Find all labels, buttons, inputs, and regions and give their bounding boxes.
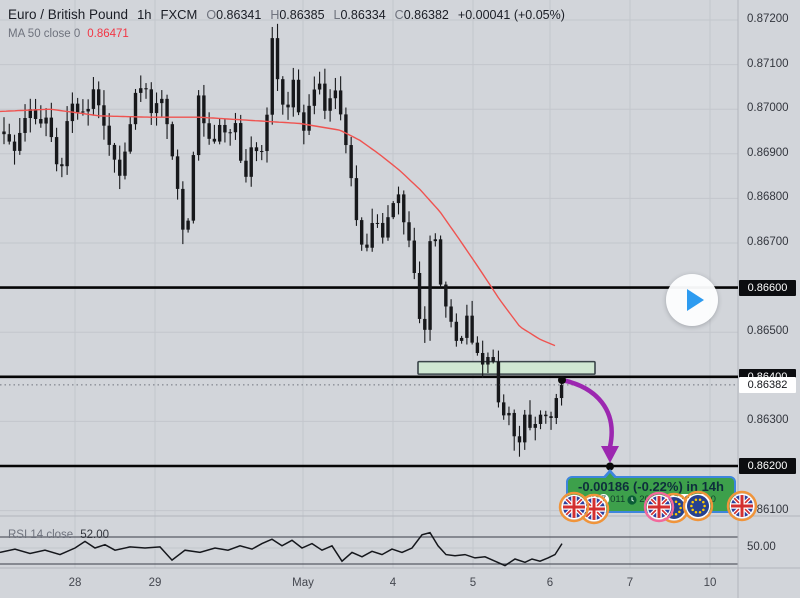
time-tick-label: 4 [389, 577, 397, 589]
price-tick-label: 0.86800 [747, 191, 789, 204]
prediction-arrow[interactable] [559, 377, 614, 450]
ma-value: 0.86471 [87, 28, 129, 40]
exchange-label: FXCM [160, 7, 198, 22]
price-level-badge: 0.86200 [739, 458, 796, 474]
time-tick-label: 6 [546, 577, 554, 589]
detail-chip: 20 [693, 494, 710, 505]
change-label: +0.00041 (+0.05%) [457, 8, 565, 22]
detail-text: 0 [710, 494, 716, 505]
price-axis[interactable]: 0.87200 0.87100 0.87000 0.86900 0.86800 0.867… [738, 0, 800, 568]
prediction-detail: 2 7 011 2021- 2 10 20 0 [568, 494, 734, 505]
price-tick-label: 0.86100 [747, 503, 789, 516]
ohlc-open: O0.86341 [206, 8, 262, 22]
detail-chip: 2 [664, 494, 676, 505]
prediction-label[interactable]: -0.00186 (-0.22%) in 14h 2 7 011 2021- 2 10 20… [566, 469, 736, 513]
interval-label[interactable]: 1h [137, 7, 152, 22]
price-tick-label: 0.86500 [747, 325, 789, 338]
price-tick-label: 0.86300 [747, 414, 789, 427]
rsi-value: 52.00 [80, 529, 109, 541]
time-tick-label: 28 [68, 577, 82, 589]
detail-text: 2021- [639, 494, 664, 505]
time-tick-label: 5 [469, 577, 477, 589]
detail-chip: 10 [676, 494, 693, 505]
detail-chip: 2 [586, 494, 598, 505]
time-tick-label: 29 [148, 577, 162, 589]
price-tick-label: 0.86900 [747, 146, 789, 159]
time-tick-label: 7 [626, 577, 634, 589]
prediction-text: -0.00186 (-0.22%) in 14h [578, 479, 724, 494]
ma-label: MA 50 close 0 [8, 28, 81, 40]
rsi-line[interactable] [0, 531, 563, 567]
clock-icon [627, 494, 637, 505]
supply-zone-rect[interactable] [417, 360, 596, 375]
symbol-title[interactable]: Euro / British Pound [8, 7, 129, 22]
ohlc-close: C0.86382 [394, 8, 449, 22]
price-tick-label: 0.86700 [747, 236, 789, 248]
ma-line[interactable] [0, 108, 556, 347]
ohlc-high: H0.86385 [270, 8, 325, 22]
rsi-legend[interactable]: RSI 14 close 52.00 [8, 529, 109, 541]
ma-legend[interactable]: MA 50 close 0 0.86471 [8, 28, 129, 40]
rsi-tick-label: 50.00 [747, 541, 776, 553]
ohlc-low: L0.86334 [333, 8, 386, 22]
time-tick-label: 10 [703, 577, 717, 589]
price-tick-label: 0.87200 [747, 13, 789, 25]
replay-play-button[interactable] [666, 274, 718, 326]
price-tick-label: 0.87100 [747, 57, 789, 70]
play-icon [687, 289, 704, 311]
prediction-arrowhead [601, 446, 619, 463]
current-price-badge: 0.86382 [739, 376, 796, 393]
detail-text: 011 [610, 494, 626, 505]
price-tick-label: 0.87000 [747, 102, 789, 115]
time-tick-label: May [292, 577, 314, 589]
price-level-badge: 0.86600 [739, 279, 796, 296]
detail-chip: 7 [598, 494, 610, 505]
prediction-end-point[interactable] [606, 462, 614, 471]
rsi-label: RSI 14 close [8, 529, 74, 541]
candles [2, 23, 564, 457]
symbol-legend[interactable]: Euro / British Pound 1h FXCM O0.86341 H0… [8, 7, 565, 22]
time-axis[interactable]: 28 29 May 4 5 6 7 10 [0, 569, 800, 598]
prediction-start-point[interactable] [558, 376, 566, 384]
